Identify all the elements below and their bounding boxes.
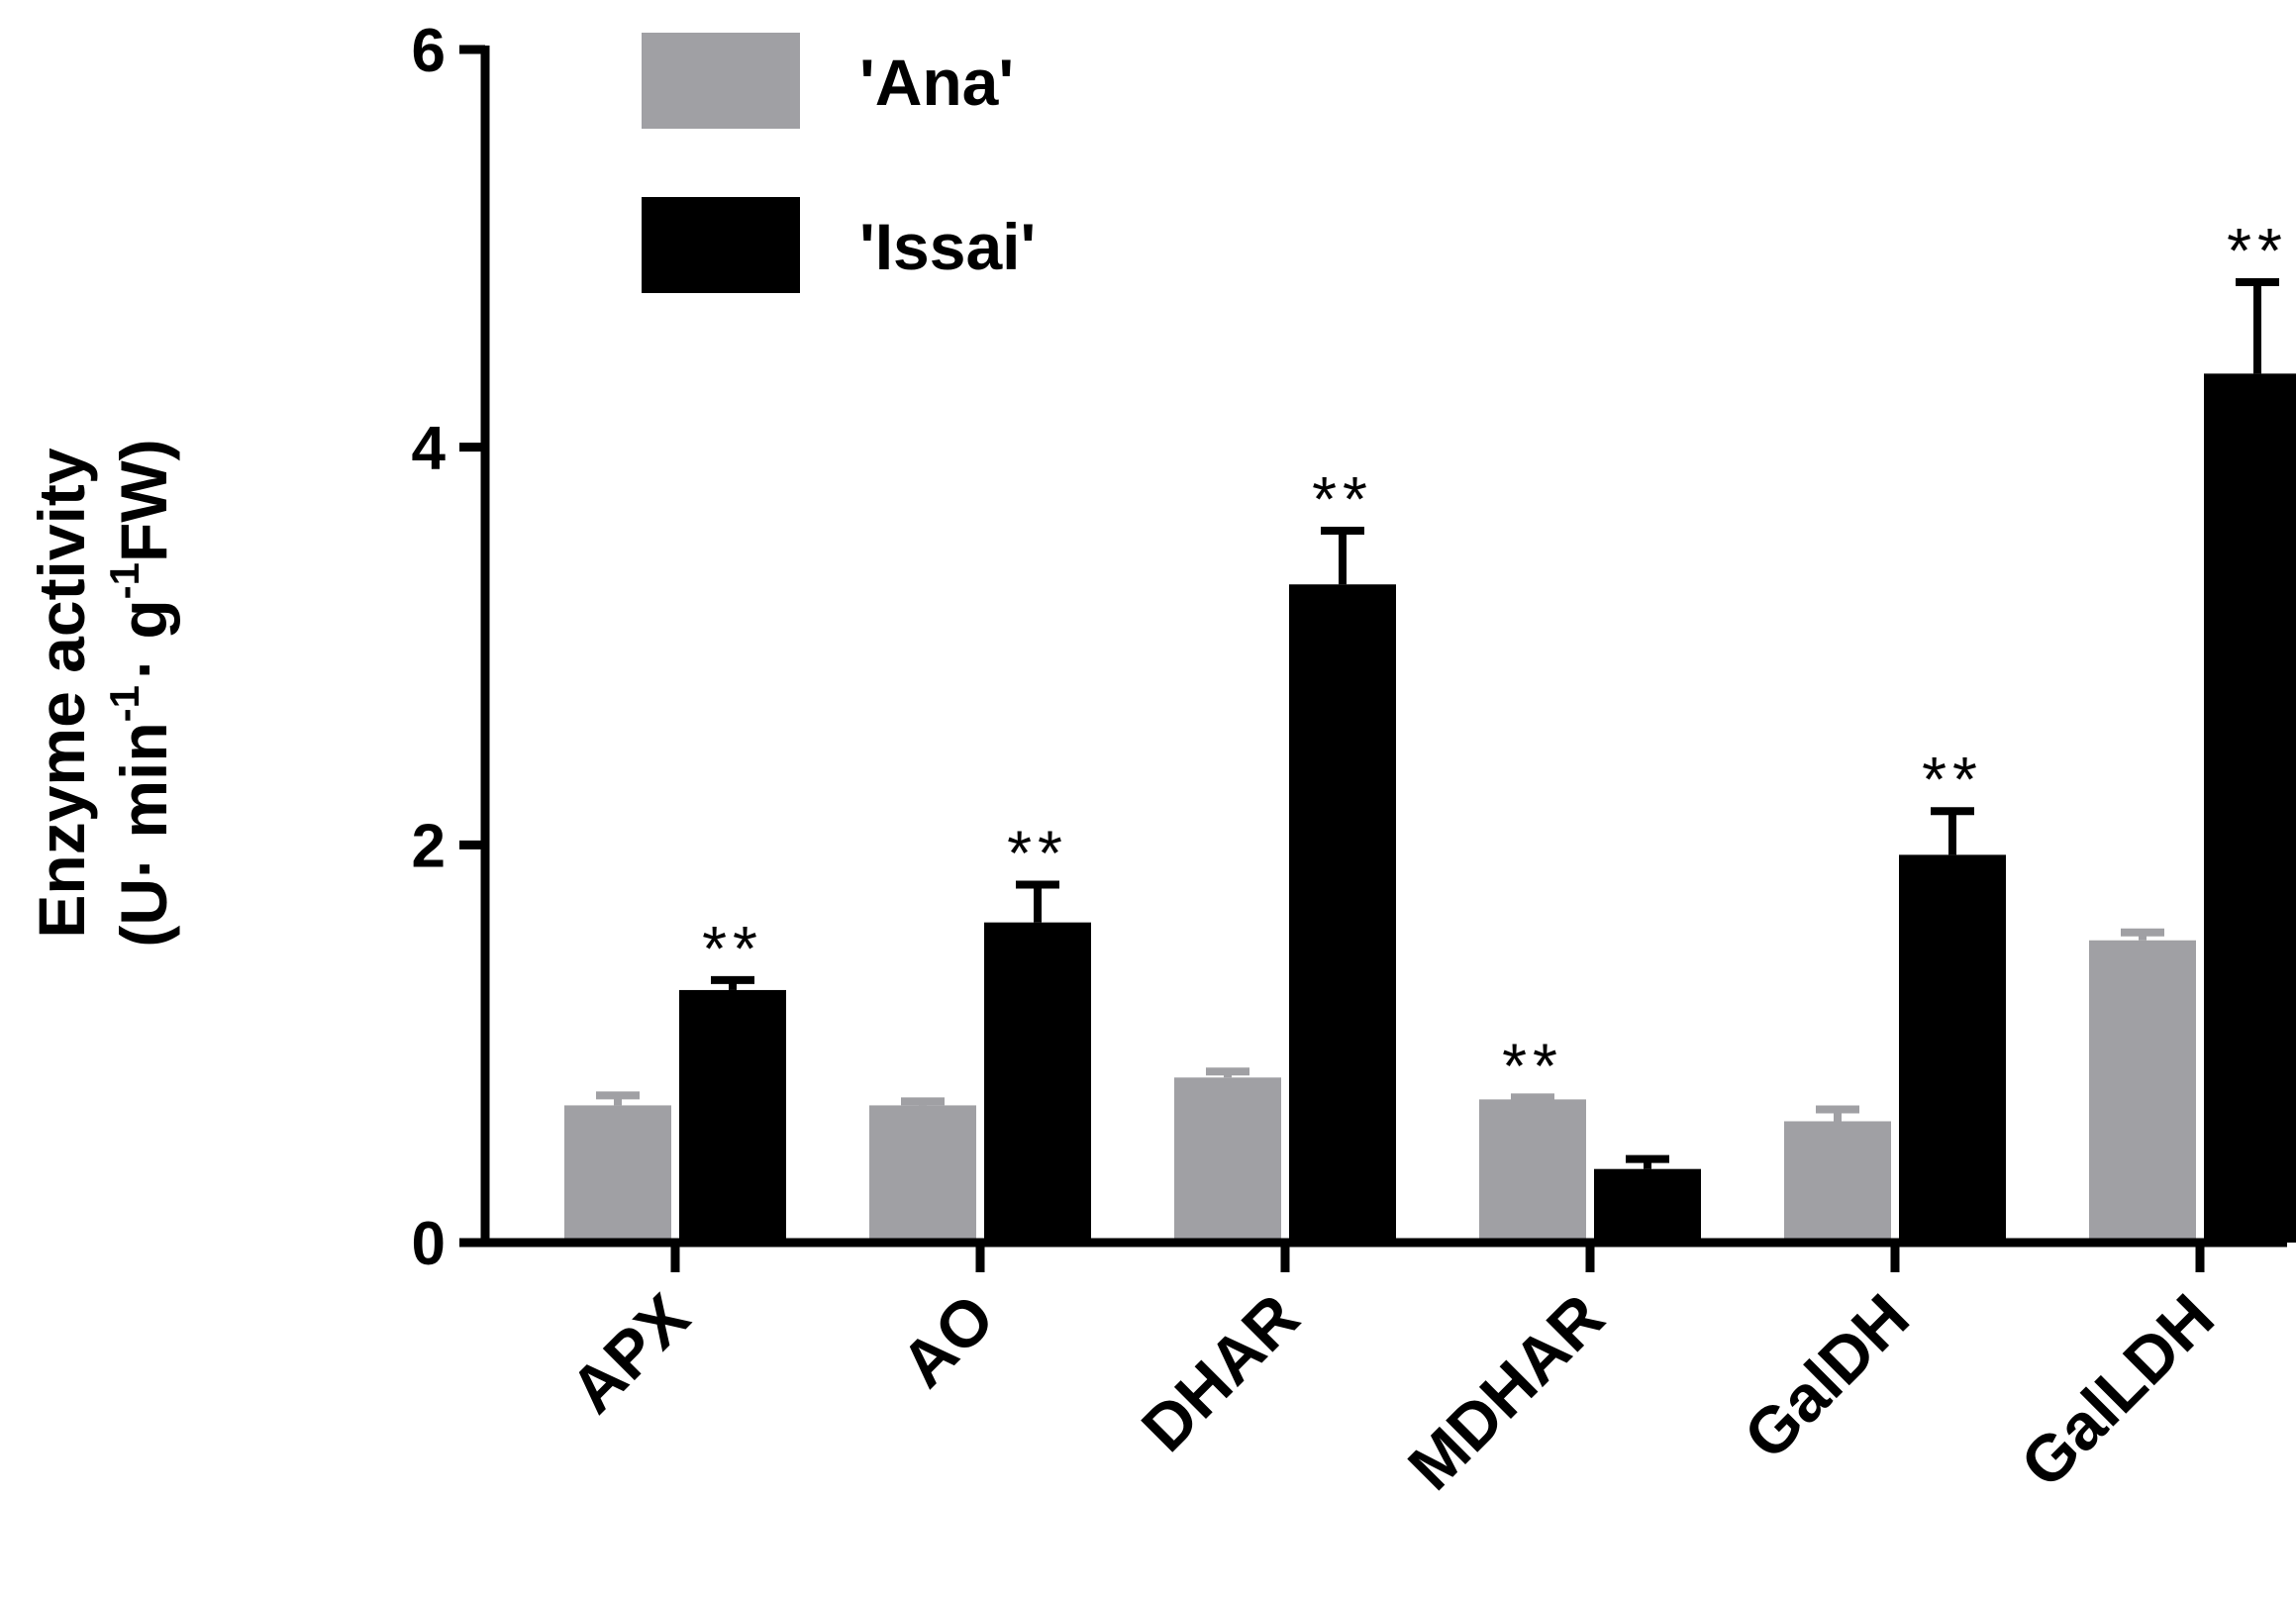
legend-label-issai: 'Issai' <box>859 210 1036 283</box>
significance-dhar: ** <box>1312 463 1373 535</box>
legend-label-ana: 'Ana' <box>859 46 1014 119</box>
bar-group-ao <box>869 880 1091 1243</box>
significance-apx: ** <box>702 913 763 984</box>
y-axis-label: Enzyme activity (U· min-1· g-1FW) <box>25 439 180 947</box>
x-tick-label-galldh: GalLDH <box>2006 1280 2227 1501</box>
y-tick-label-4: 4 <box>412 415 447 483</box>
plot-area: ** ** ** ** ** ** 0 2 4 6 APX AO DHAR MDHAR GalDH GalLD… <box>412 17 2296 1504</box>
x-tick-label-apx: APX <box>556 1280 703 1427</box>
bar-galldh-ana <box>2089 940 2196 1243</box>
x-tick-label-galdh: GalDH <box>1730 1280 1923 1473</box>
bar-apx-issai <box>679 989 786 1243</box>
bar-group-apx <box>564 975 786 1243</box>
legend-swatch-ana <box>642 33 800 129</box>
significance-galdh: ** <box>1922 744 1983 815</box>
x-tick-label-dhar: DHAR <box>1128 1280 1313 1465</box>
bar-mdhar-issai <box>1594 1168 1701 1243</box>
x-tick-label-mdhar: MDHAR <box>1394 1280 1618 1504</box>
y-tick-label-6: 6 <box>412 17 446 85</box>
bar-group-dhar <box>1174 527 1396 1243</box>
significance-ao: ** <box>1007 818 1068 889</box>
bar-apx-ana <box>564 1105 671 1243</box>
significance-galldh: ** <box>2227 215 2288 286</box>
bar-galldh-issai <box>2204 373 2296 1243</box>
bar-galdh-issai <box>1899 854 2006 1243</box>
bar-group-mdhar <box>1479 1093 1701 1243</box>
y-tick-label-2: 2 <box>412 812 446 880</box>
legend-swatch-issai <box>642 197 800 293</box>
bar-ao-ana <box>869 1105 976 1243</box>
legend: 'Ana' 'Issai' <box>642 33 1036 293</box>
bar-mdhar-ana <box>1479 1099 1586 1243</box>
y-tick-label-0: 0 <box>412 1210 446 1278</box>
bar-ao-issai <box>984 922 1091 1243</box>
bar-group-galldh <box>2089 277 2296 1243</box>
bar-galdh-ana <box>1784 1121 1891 1243</box>
significance-mdhar: ** <box>1502 1030 1563 1101</box>
bar-dhar-ana <box>1174 1077 1281 1243</box>
y-axis-label-line1: Enzyme activity <box>25 448 98 939</box>
bar-group-galdh <box>1784 807 2006 1243</box>
x-tick-label-ao: AO <box>887 1280 1008 1401</box>
y-axis-label-line2: (U· min-1· g-1FW) <box>101 439 180 947</box>
bar-dhar-issai <box>1289 584 1396 1243</box>
